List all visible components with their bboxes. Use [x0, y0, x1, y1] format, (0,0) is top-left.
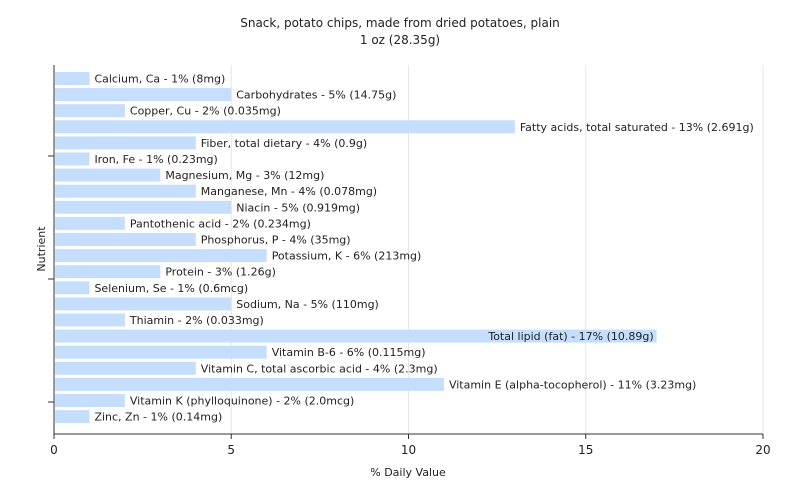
bar-5 [55, 152, 90, 166]
bar-9 [55, 216, 125, 230]
bar-13 [55, 281, 90, 295]
bar-label-19: Vitamin E (alpha-tocopherol) - 11% (3.23… [449, 378, 696, 391]
bar-label-16: Total lipid (fat) - 17% (10.89g) [487, 330, 653, 343]
bar-label-2: Copper, Cu - 2% (0.035mg) [130, 105, 281, 118]
bar-label-8: Niacin - 5% (0.919mg) [236, 201, 360, 214]
chart-subtitle: 1 oz (28.35g) [359, 33, 441, 47]
bar-label-1: Carbohydrates - 5% (14.75g) [236, 89, 396, 102]
bar-label-21: Zinc, Zn - 1% (0.14mg) [94, 411, 222, 424]
bar-10 [55, 233, 196, 246]
y-axis-label: Nutrient [35, 226, 48, 272]
bar-19 [55, 377, 444, 391]
bar-label-6: Magnesium, Mg - 3% (12mg) [165, 169, 324, 182]
bar-20 [55, 394, 125, 407]
bar-3 [55, 120, 515, 134]
x-tick-label-3: 15 [578, 443, 593, 457]
x-ticks: 0 5 10 15 20 [50, 434, 771, 457]
bar-12 [55, 265, 161, 279]
bar-label-7: Manganese, Mn - 4% (0.078mg) [201, 185, 377, 198]
bar-16 [55, 329, 657, 343]
chart-title: Snack, potato chips, made from dried pot… [240, 16, 560, 30]
bar-label-3: Fatty acids, total saturated - 13% (2.69… [520, 121, 754, 134]
bar-label-5: Iron, Fe - 1% (0.23mg) [94, 153, 217, 166]
bar-label-11: Potassium, K - 6% (213mg) [272, 250, 422, 263]
bar-7 [55, 184, 196, 198]
x-axis-label: % Daily Value [370, 466, 446, 479]
bar-label-13: Selenium, Se - 1% (0.6mcg) [94, 282, 248, 295]
bar-label-17: Vitamin B-6 - 6% (0.115mg) [272, 346, 426, 359]
bar-label-10: Phosphorus, P - 4% (35mg) [201, 234, 351, 247]
bar-0 [55, 72, 90, 85]
bar-14 [55, 297, 232, 311]
bar-label-12: Protein - 3% (1.26g) [165, 266, 276, 279]
bar-1 [55, 88, 232, 102]
bar-8 [55, 200, 232, 214]
bar-label-9: Pantothenic acid - 2% (0.234mg) [130, 217, 311, 230]
bar-17 [55, 345, 267, 359]
bar-15 [55, 313, 125, 327]
bar-18 [55, 361, 196, 375]
bars: Calcium, Ca - 1% (8mg) Carbohydrates - 5%… [55, 72, 754, 424]
bar-label-15: Thiamin - 2% (0.033mg) [129, 314, 264, 327]
bar-label-14: Sodium, Na - 5% (110mg) [236, 298, 379, 311]
bar-label-20: Vitamin K (phylloquinone) - 2% (2.0mcg) [130, 395, 354, 408]
bar-label-18: Vitamin C, total ascorbic acid - 4% (2.3… [201, 362, 438, 375]
x-tick-label-1: 5 [227, 443, 235, 457]
x-tick-label-2: 10 [401, 443, 416, 457]
bar-6 [55, 168, 161, 182]
bar-11 [55, 249, 267, 263]
bar-2 [55, 104, 125, 118]
x-tick-label-0: 0 [50, 443, 58, 457]
bar-label-4: Fiber, total dietary - 4% (0.9g) [201, 137, 367, 150]
bar-4 [55, 136, 196, 150]
bar-label-0: Calcium, Ca - 1% (8mg) [94, 73, 225, 86]
x-tick-label-4: 20 [755, 443, 770, 457]
bar-21 [55, 410, 90, 424]
